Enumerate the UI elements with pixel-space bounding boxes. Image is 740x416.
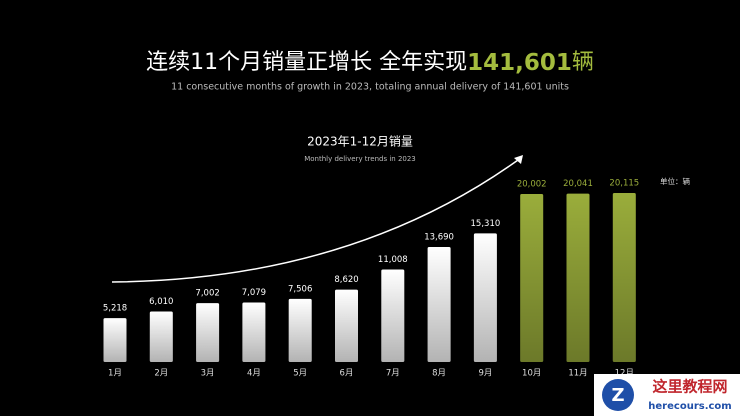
x-tick-label: 2月 — [154, 369, 168, 379]
x-tick-label: 3月 — [201, 369, 215, 379]
bar-shade — [427, 246, 451, 362]
x-tick-label: 9月 — [478, 369, 492, 379]
x-tick-label: 5月 — [293, 369, 307, 379]
watermark-logo — [602, 379, 634, 411]
value-label: 15,310 — [471, 219, 501, 229]
value-label: 13,690 — [424, 232, 454, 242]
x-tick-label: 4月 — [247, 369, 261, 379]
value-label: 7,506 — [288, 284, 312, 294]
bar-shade — [196, 303, 220, 362]
value-label: 6,010 — [149, 297, 173, 307]
bar-shade — [473, 233, 497, 362]
bar-shade — [520, 193, 544, 362]
value-label: 11,008 — [378, 255, 408, 265]
unit-label: 单位：辆 — [660, 176, 690, 186]
value-label: 8,620 — [334, 275, 358, 285]
x-tick-label: 12月 — [615, 369, 634, 379]
value-label: 20,115 — [609, 179, 639, 189]
headline-unit: 辆 — [572, 50, 594, 75]
watermark-name: 这里教程网 — [652, 378, 727, 396]
value-label: 7,002 — [195, 289, 219, 299]
x-tick-label: 8月 — [432, 369, 446, 379]
bar-shade — [612, 193, 636, 362]
value-label: 20,041 — [563, 179, 593, 189]
watermark-url: herecours.com — [648, 401, 731, 412]
value-label: 20,002 — [517, 179, 547, 189]
headline-text: 连续11个月销量正增长 全年实现 — [146, 50, 467, 75]
headline-number: 141,601 — [467, 50, 572, 76]
bar-shade — [103, 318, 127, 362]
value-label: 7,079 — [242, 288, 266, 298]
x-tick-label: 10月 — [522, 369, 541, 379]
bar-shade — [288, 298, 312, 362]
bar-shade — [335, 289, 358, 362]
bar-shade — [381, 269, 405, 362]
chart-subtitle: Monthly delivery trends in 2023 — [304, 155, 416, 163]
trend-arrow — [111, 159, 519, 283]
bar-shade — [242, 302, 266, 362]
headline: 连续11个月销量正增长 全年实现141,601辆 — [146, 50, 594, 76]
watermark: Z 这里教程网 herecours.com — [594, 374, 740, 416]
x-tick-label: 6月 — [340, 369, 354, 379]
chart-title: 2023年1-12月销量 — [307, 135, 413, 149]
trend-arrowhead — [514, 155, 523, 164]
watermark-logo-letter: Z — [611, 385, 624, 406]
x-tick-label: 11月 — [568, 369, 587, 379]
x-tick-label: 1月 — [108, 369, 122, 379]
value-label: 5,218 — [103, 304, 127, 314]
bar-shade — [149, 311, 173, 362]
bar-shade — [566, 193, 590, 362]
subtitle: 11 consecutive months of growth in 2023,… — [171, 82, 569, 93]
x-tick-label: 7月 — [386, 369, 400, 379]
